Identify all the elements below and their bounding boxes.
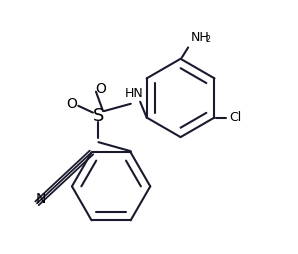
Text: N: N — [35, 192, 46, 206]
Text: $_2$: $_2$ — [205, 34, 212, 46]
Text: HN: HN — [125, 87, 143, 101]
Text: Cl: Cl — [230, 111, 242, 124]
Text: O: O — [66, 97, 77, 111]
Text: O: O — [96, 82, 106, 96]
Text: S: S — [93, 107, 104, 125]
Text: NH: NH — [191, 31, 209, 44]
